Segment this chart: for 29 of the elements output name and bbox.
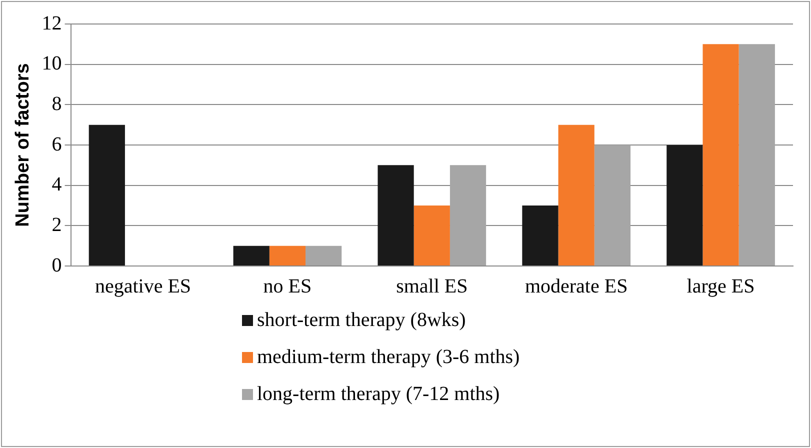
bar	[233, 246, 270, 266]
y-axis-title: Number of factors	[12, 63, 34, 227]
bar	[666, 145, 703, 266]
y-tick-label: 6	[52, 133, 62, 156]
bar	[738, 44, 775, 266]
y-tick-label: 4	[52, 174, 62, 196]
bar	[269, 246, 306, 266]
bar	[702, 44, 739, 266]
y-tick-label: 2	[52, 214, 62, 236]
y-tick-label: 8	[52, 92, 62, 115]
bar	[450, 165, 486, 266]
bar	[378, 165, 414, 266]
bar	[414, 206, 450, 266]
legend-label: short-term therapy (8wks)	[257, 309, 466, 332]
x-tick-label: small ES	[396, 275, 468, 298]
legend-label: long-term therapy (7-12 mths)	[257, 383, 500, 406]
bar	[558, 124, 594, 266]
legend-label: medium-term therapy (3-6 mths)	[257, 346, 520, 369]
x-tick-label: no ES	[263, 275, 312, 298]
bar	[594, 145, 631, 266]
y-tick-label: 10	[42, 52, 62, 75]
y-tick-label: 0	[52, 254, 62, 276]
bar	[88, 124, 125, 266]
bar	[306, 246, 342, 266]
x-tick-label: large ES	[686, 275, 755, 298]
y-tick-label: 12	[42, 12, 62, 34]
bar	[522, 206, 558, 266]
x-tick-label: moderate ES	[524, 275, 628, 298]
x-tick-label: negative ES	[94, 275, 192, 298]
